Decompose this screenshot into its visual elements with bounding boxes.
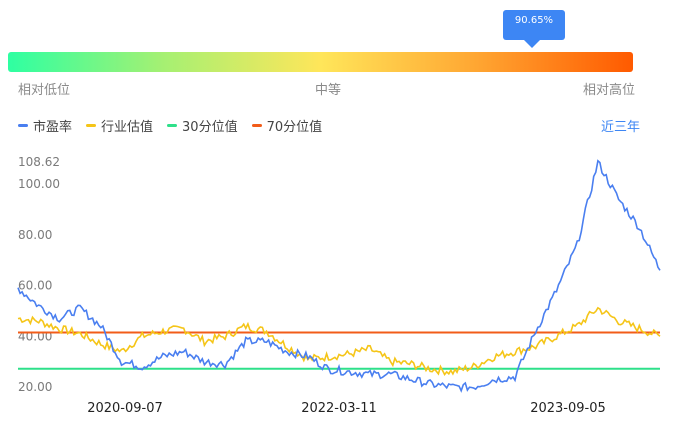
x-tick-label: 2020-09-07	[87, 401, 163, 416]
chart-legend: 市盈率 行业估值 30分位值 70分位值	[18, 116, 322, 135]
legend-label-p70: 70分位值	[266, 120, 323, 135]
tooltip-arrow-icon	[524, 40, 540, 48]
x-tick-label: 2023-09-05	[530, 401, 606, 416]
legend-swatch-industry-icon	[86, 124, 97, 127]
x-tick-label: 2022-03-11	[301, 401, 377, 416]
scale-low-label: 相对低位	[18, 83, 71, 98]
scale-high-label: 相对高位	[583, 83, 636, 98]
y-axis: 108.62 100.00 80.00 60.00 40.00 20.00	[18, 155, 60, 394]
percentile-tooltip: 90.65%	[503, 10, 565, 40]
range-selector-button[interactable]: 近三年	[600, 120, 640, 135]
y-tick-label: 108.62	[18, 155, 60, 169]
y-tick-label: 40.00	[18, 329, 52, 343]
legend-swatch-p30-icon	[167, 124, 178, 127]
y-tick-label: 80.00	[18, 228, 52, 242]
legend-item-p70[interactable]: 70分位值	[251, 116, 323, 135]
percentile-value: 90.65%	[514, 15, 554, 26]
y-tick-label: 60.00	[18, 279, 52, 293]
industry-line	[17, 306, 661, 376]
legend-label-pe: 市盈率	[33, 120, 73, 135]
legend-swatch-pe-icon	[18, 124, 28, 127]
legend-swatch-p70-icon	[251, 124, 262, 127]
legend-item-pe[interactable]: 市盈率	[18, 116, 72, 135]
valuation-gradient-bar	[8, 52, 633, 72]
chart-lines	[17, 159, 661, 393]
legend-label-p30: 30分位值	[182, 120, 238, 135]
pe-line	[17, 159, 661, 393]
x-axis: 2020-09-07 2022-03-11 2023-09-05	[87, 401, 606, 416]
scale-mid-label: 中等	[315, 83, 342, 98]
y-tick-label: 100.00	[18, 177, 60, 191]
legend-item-industry[interactable]: 行业估值	[86, 116, 153, 135]
y-tick-label: 20.00	[18, 380, 52, 394]
legend-label-industry: 行业估值	[101, 120, 154, 135]
legend-item-p30[interactable]: 30分位值	[167, 116, 238, 135]
